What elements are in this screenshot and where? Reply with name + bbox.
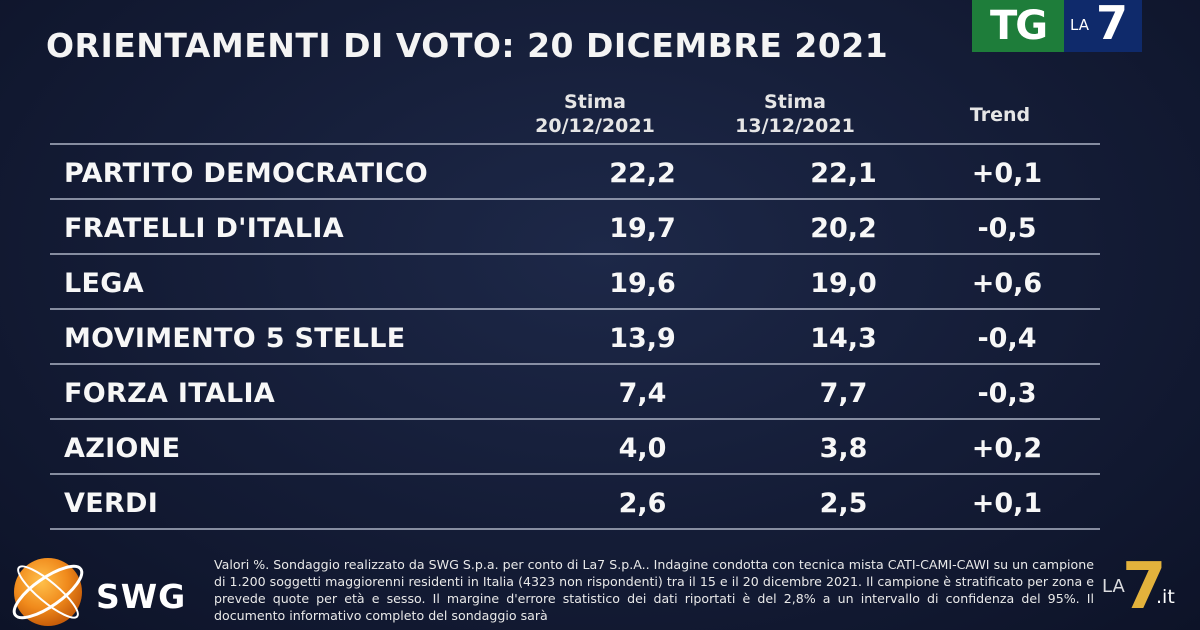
tg-la7-logo: TG LA 7	[972, 0, 1142, 52]
row-divider	[50, 308, 1100, 310]
trend-value: +0,6	[971, 268, 1043, 299]
party-name: LEGA	[64, 268, 144, 299]
trend-value: -0,3	[977, 378, 1037, 409]
party-name: VERDI	[64, 488, 159, 519]
party-name: PARTITO DEMOCRATICO	[64, 158, 429, 189]
column-header-stima-current: Stima 20/12/2021	[510, 90, 680, 138]
la7-seven-text: 7	[1096, 0, 1129, 50]
estimate-previous: 14,3	[810, 323, 877, 354]
trend-value: +0,1	[971, 158, 1043, 189]
table-row: AZIONE 4,0 3,8 +0,2	[50, 420, 1100, 475]
la7-it-seven-text: 7	[1122, 550, 1167, 624]
page-title: ORIENTAMENTI DI VOTO: 20 DICEMBRE 2021	[46, 26, 889, 65]
table-row: PARTITO DEMOCRATICO 22,2 22,1 +0,1	[50, 145, 1100, 200]
estimate-previous: 3,8	[819, 433, 868, 464]
estimate-previous: 20,2	[810, 213, 877, 244]
column-header-label: Stima	[564, 91, 626, 113]
methodology-footnote: Valori %. Sondaggio realizzato da SWG S.…	[214, 557, 1094, 623]
row-divider	[50, 528, 1100, 530]
row-divider	[50, 363, 1100, 365]
estimate-current: 4,0	[618, 433, 667, 464]
trend-value: +0,1	[971, 488, 1043, 519]
party-name: FRATELLI D'ITALIA	[64, 213, 344, 244]
trend-value: -0,4	[977, 323, 1037, 354]
estimate-current: 19,6	[609, 268, 676, 299]
estimate-current: 13,9	[609, 323, 676, 354]
row-divider	[50, 418, 1100, 420]
estimate-current: 19,7	[609, 213, 676, 244]
table-row: MOVIMENTO 5 STELLE 13,9 14,3 -0,4	[50, 310, 1100, 365]
table-row: VERDI 2,6 2,5 +0,1	[50, 475, 1100, 530]
column-header-stima-previous: Stima 13/12/2021	[710, 90, 880, 138]
estimate-previous: 7,7	[819, 378, 868, 409]
column-header-label: Trend	[969, 104, 1031, 126]
la7-logo-box: LA 7	[1064, 0, 1142, 52]
trend-value: -0,5	[977, 213, 1037, 244]
estimate-current: 2,6	[618, 488, 667, 519]
party-name: FORZA ITALIA	[64, 378, 276, 409]
swg-globe-icon	[12, 558, 84, 626]
column-header-date: 20/12/2021	[535, 115, 655, 137]
party-name: MOVIMENTO 5 STELLE	[64, 323, 406, 354]
table-row: FORZA ITALIA 7,4 7,7 -0,3	[50, 365, 1100, 420]
estimate-previous: 2,5	[819, 488, 868, 519]
column-header-label: Stima	[764, 91, 826, 113]
swg-logo-text: SWG	[96, 577, 187, 616]
table-row: LEGA 19,6 19,0 +0,6	[50, 255, 1100, 310]
trend-value: +0,2	[971, 433, 1043, 464]
la7-it-la-text: LA	[1102, 576, 1125, 597]
table-top-divider	[50, 143, 1100, 145]
tg-logo-text: TG	[972, 0, 1064, 52]
party-name: AZIONE	[64, 433, 181, 464]
estimate-previous: 19,0	[810, 268, 877, 299]
row-divider	[50, 473, 1100, 475]
row-divider	[50, 198, 1100, 200]
la7-it-watermark: LA 7 .it	[1100, 548, 1195, 624]
row-divider	[50, 253, 1100, 255]
estimate-current: 22,2	[609, 158, 676, 189]
table-row: FRATELLI D'ITALIA 19,7 20,2 -0,5	[50, 200, 1100, 255]
estimate-current: 7,4	[618, 378, 667, 409]
column-header-date: 13/12/2021	[735, 115, 855, 137]
estimate-previous: 22,1	[810, 158, 877, 189]
la7-la-text: LA	[1070, 16, 1089, 34]
column-header-trend: Trend	[940, 103, 1060, 127]
la7-it-suffix-text: .it	[1156, 586, 1175, 608]
